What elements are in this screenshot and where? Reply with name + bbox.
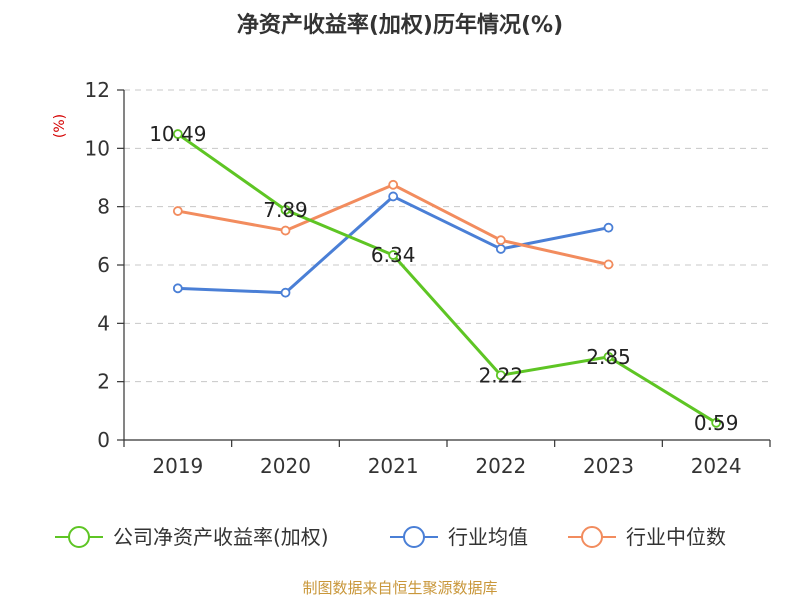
y-tick-label: 4 xyxy=(97,311,110,335)
data-point xyxy=(711,417,722,428)
data-label: 2.85 xyxy=(586,345,631,369)
data-label: 2.22 xyxy=(479,363,524,387)
data-point xyxy=(603,222,614,233)
legend-label: 行业中位数 xyxy=(626,525,726,549)
grid-lines xyxy=(124,89,770,383)
source-note: 制图数据来自恒生聚源数据库 xyxy=(302,579,497,597)
legend-marker xyxy=(403,526,425,548)
axes: 0 2 4 6 8 10 12 2019 2020 2021 2022 2023 2024 xyxy=(85,78,771,478)
data-label: 10.49 xyxy=(149,122,206,146)
legend-label: 行业均值 xyxy=(448,525,528,549)
data-label: 7.89 xyxy=(263,198,308,222)
chart-title: 净资产收益率(加权)历年情况(%) xyxy=(237,12,563,38)
y-axis-label: (%) xyxy=(52,114,68,138)
x-tick-label: 2020 xyxy=(260,454,311,478)
series-points xyxy=(172,129,722,428)
data-point xyxy=(495,370,506,381)
y-tick-label: 8 xyxy=(97,195,110,219)
legend-marker xyxy=(68,526,90,548)
legend-marker xyxy=(581,526,603,548)
data-point xyxy=(172,206,183,216)
x-tick-label: 2019 xyxy=(152,454,203,478)
y-tick-label: 12 xyxy=(85,78,110,102)
data-point xyxy=(495,244,506,254)
data-label: 0.59 xyxy=(694,411,739,435)
data-point xyxy=(388,179,399,190)
x-tick-label: 2021 xyxy=(368,454,419,478)
data-point xyxy=(280,225,291,236)
legend: 公司净资产收益率(加权) 行业均值 行业中位数 xyxy=(55,525,726,549)
data-point xyxy=(603,351,614,362)
data-labels: 10.49 7.89 6.34 2.22 2.85 0.59 xyxy=(149,122,738,435)
x-tick-label: 2024 xyxy=(691,454,742,478)
data-label: 6.34 xyxy=(371,243,416,267)
x-tick-label: 2023 xyxy=(583,454,634,478)
data-point xyxy=(172,129,183,139)
data-point xyxy=(280,287,291,298)
y-tick-label: 10 xyxy=(85,136,110,160)
data-point xyxy=(280,204,291,215)
x-tick-label: 2022 xyxy=(475,454,526,478)
data-point xyxy=(603,259,614,270)
data-point xyxy=(388,250,399,260)
series-lines xyxy=(176,132,717,425)
legend-label: 公司净资产收益率(加权) xyxy=(113,525,329,549)
y-tick-label: 2 xyxy=(97,370,110,394)
y-tick-label: 0 xyxy=(97,428,110,452)
series-line-0 xyxy=(176,132,717,425)
y-tick-label: 6 xyxy=(97,253,110,277)
data-point xyxy=(495,235,506,246)
data-point xyxy=(172,283,183,294)
data-point xyxy=(388,191,399,202)
